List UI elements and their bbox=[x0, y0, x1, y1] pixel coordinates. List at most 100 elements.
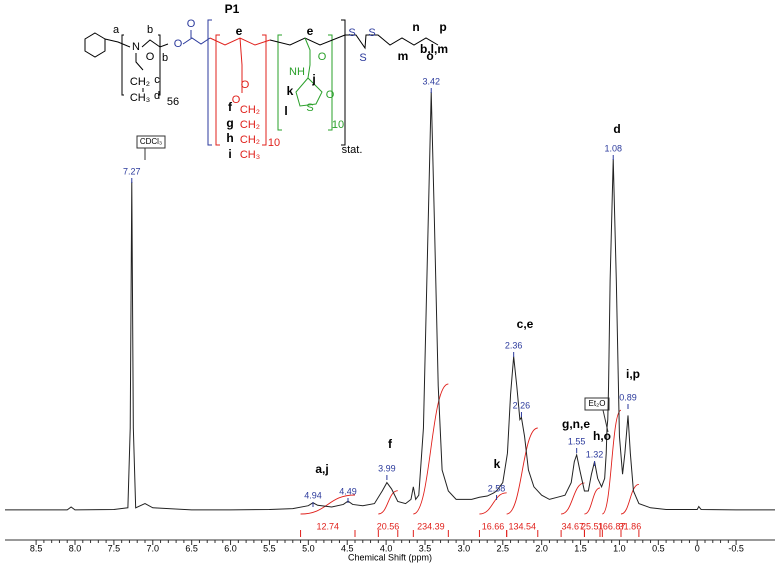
x-tick-label: 1.5 bbox=[574, 543, 587, 553]
solvent-label: Et₂O bbox=[589, 399, 606, 408]
structure-label: 56 bbox=[167, 96, 179, 108]
assignment-label: i,p bbox=[626, 367, 640, 381]
integral-curve bbox=[479, 492, 507, 515]
structure-label: P1 bbox=[225, 2, 240, 16]
structure-label: CH₃ bbox=[130, 92, 150, 104]
structure-label: CH₂ bbox=[240, 104, 260, 116]
integral-curve bbox=[378, 490, 398, 515]
x-axis-title: Chemical Shift (ppm) bbox=[348, 552, 432, 562]
structure-label: S bbox=[359, 52, 366, 64]
bond bbox=[141, 39, 169, 48]
structure-label: k bbox=[287, 84, 294, 98]
integral-curve bbox=[620, 484, 640, 515]
x-tick-label: 4.5 bbox=[341, 543, 354, 553]
assignment-label: d bbox=[613, 122, 620, 136]
peak-label: 1.55 bbox=[568, 436, 586, 446]
structure-label: CH₃ bbox=[240, 149, 260, 161]
x-tick-label: 6.0 bbox=[224, 543, 237, 553]
structure-bonds bbox=[84, 19, 439, 146]
bracket bbox=[215, 34, 220, 146]
structure-label: h bbox=[226, 131, 233, 145]
x-tick-label: 5.0 bbox=[302, 543, 315, 553]
x-tick-label: 7.5 bbox=[108, 543, 121, 553]
integral-label: 16.66 bbox=[482, 521, 505, 531]
x-tick-label: 3.5 bbox=[419, 543, 432, 553]
bond bbox=[135, 53, 144, 71]
bracket bbox=[328, 34, 333, 131]
structure-label: O bbox=[232, 94, 241, 106]
integral-curve bbox=[300, 494, 356, 515]
bond bbox=[104, 38, 131, 48]
x-tick-label: 2.0 bbox=[535, 543, 548, 553]
assignment-label: c,e bbox=[517, 317, 534, 331]
annotation-boxes bbox=[136, 135, 610, 433]
integral-curve bbox=[560, 482, 585, 515]
structure-label: CH₂ bbox=[240, 134, 260, 146]
integral-curve bbox=[506, 427, 538, 515]
integral-label: 31.86 bbox=[619, 521, 642, 531]
label-box bbox=[584, 397, 610, 411]
structure-label: S bbox=[368, 27, 375, 39]
integral-curve bbox=[584, 487, 601, 515]
peak-label: 2.36 bbox=[505, 340, 523, 350]
assignment-label: b,l,m bbox=[420, 42, 448, 56]
x-tick-label: 2.5 bbox=[497, 543, 510, 553]
peak-label: 1.08 bbox=[604, 143, 622, 153]
integral-label: 25.51 bbox=[581, 521, 604, 531]
x-tick-label: 8.0 bbox=[69, 543, 82, 553]
structure-label: l bbox=[284, 104, 287, 118]
structure-label: S bbox=[348, 27, 355, 39]
structure-label: N bbox=[132, 41, 140, 53]
bracket bbox=[158, 34, 161, 96]
structure-label: O bbox=[174, 38, 183, 50]
bond bbox=[345, 34, 439, 50]
peak-label: 3.42 bbox=[422, 76, 440, 86]
structure-label: f bbox=[228, 100, 233, 114]
integral-label: 166.87 bbox=[598, 521, 626, 531]
structure-label: j bbox=[311, 72, 315, 86]
bracket bbox=[262, 34, 267, 146]
structure-label: stat. bbox=[342, 144, 363, 156]
bond bbox=[295, 37, 323, 107]
benzene-ring bbox=[84, 32, 106, 58]
x-tick-label: 0 bbox=[695, 543, 700, 553]
integral-label: 134.54 bbox=[508, 521, 536, 531]
peak-label: 2.58 bbox=[488, 483, 506, 493]
bracket bbox=[207, 19, 212, 146]
bracket bbox=[341, 19, 346, 146]
assignment-label: a,j bbox=[315, 462, 328, 476]
structure-label: NH bbox=[289, 66, 305, 78]
structure-label: O bbox=[326, 89, 335, 101]
structure-label: g bbox=[226, 116, 233, 130]
x-tick-label: -0.5 bbox=[728, 543, 744, 553]
structure-label: O bbox=[318, 51, 327, 63]
structure-label: e bbox=[307, 24, 314, 38]
peak-label: 1.32 bbox=[586, 449, 604, 459]
structure-label: a bbox=[113, 24, 120, 36]
x-tick-label: 6.5 bbox=[185, 543, 198, 553]
peak-label: 4.49 bbox=[339, 486, 357, 496]
bond bbox=[182, 37, 211, 45]
integral-label: 12.74 bbox=[317, 521, 340, 531]
bracket bbox=[121, 34, 124, 96]
structure-label: i bbox=[228, 147, 231, 161]
bond bbox=[239, 37, 243, 93]
structure-label: m bbox=[398, 49, 409, 63]
assignment-label: f bbox=[388, 437, 393, 451]
assignment-label: g,n,e bbox=[562, 417, 590, 431]
structure-label: c bbox=[154, 74, 160, 86]
structure-label: d bbox=[154, 90, 160, 102]
structure-label: o bbox=[426, 49, 433, 63]
peak-label: 0.89 bbox=[619, 392, 637, 402]
peak-label: 3.99 bbox=[378, 463, 396, 473]
assignment-label: k bbox=[494, 457, 501, 471]
integral-label: 234.39 bbox=[417, 521, 445, 531]
peak-label: 4.94 bbox=[304, 490, 322, 500]
structure-label: b bbox=[147, 24, 153, 36]
x-tick-label: 1.0 bbox=[613, 543, 626, 553]
structure-label: n bbox=[412, 20, 419, 34]
x-tick-label: 4.0 bbox=[380, 543, 393, 553]
integral-curve bbox=[601, 409, 622, 515]
integral-curve bbox=[413, 383, 449, 515]
